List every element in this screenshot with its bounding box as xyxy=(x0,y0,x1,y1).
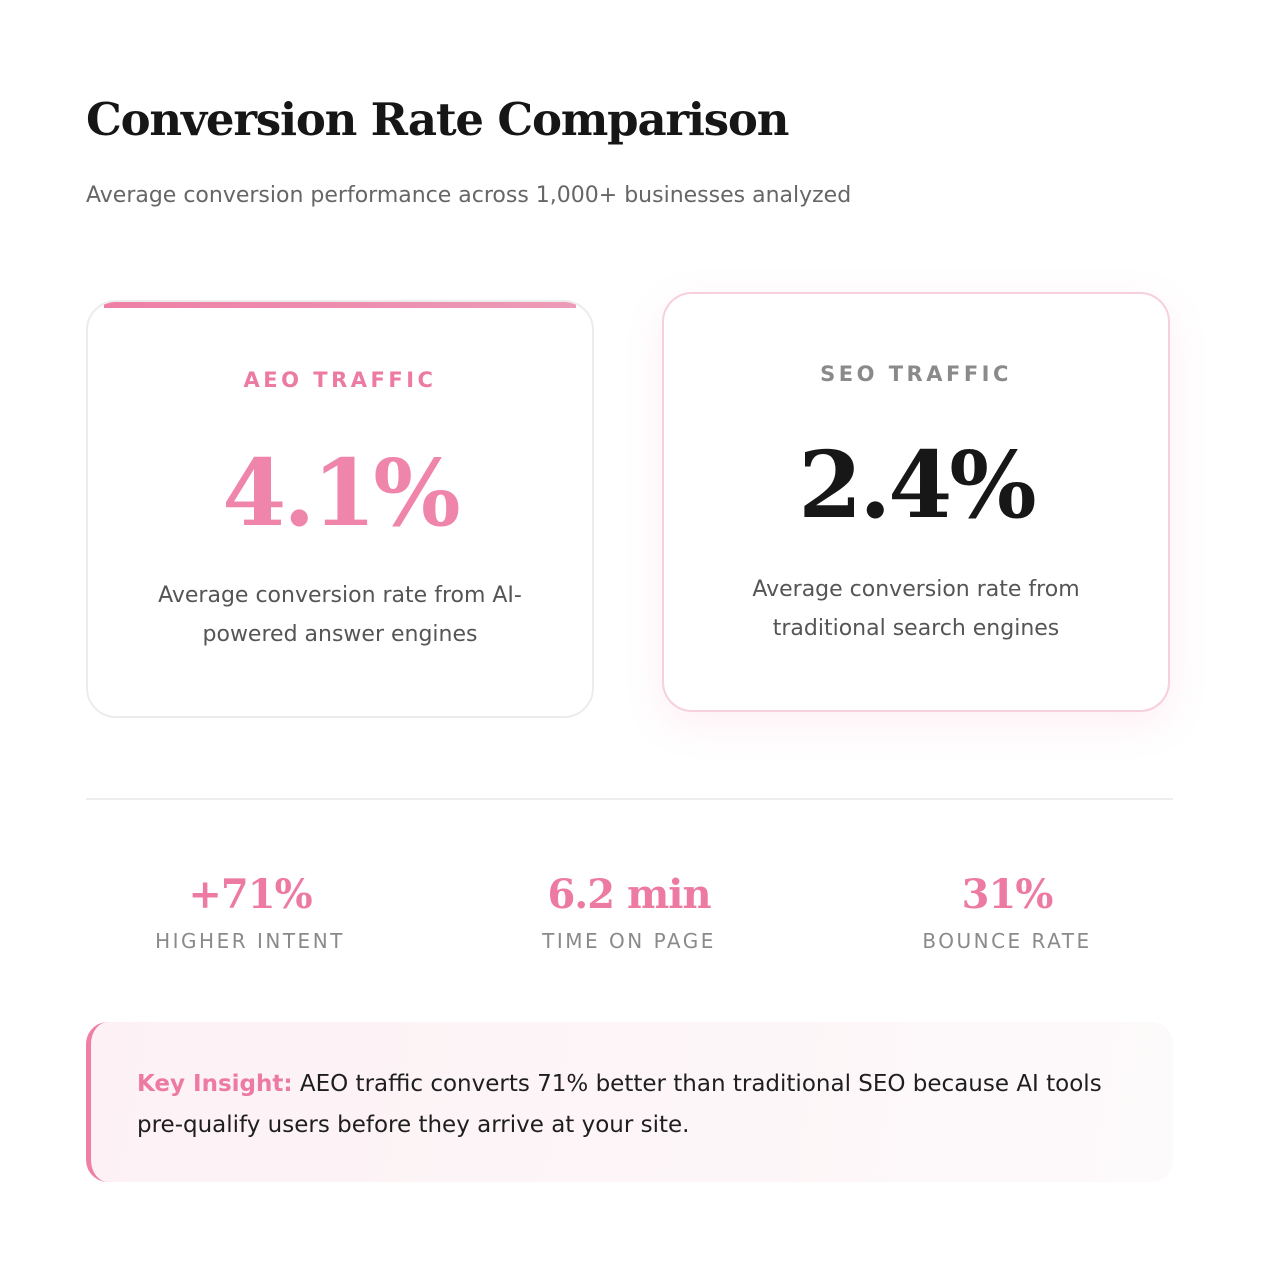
insight-text: AEO traffic converts 71% better than tra… xyxy=(137,1071,1102,1138)
stat-label: BOUNCE RATE xyxy=(922,929,1092,953)
stat-higher-intent: +71% HIGHER INTENT xyxy=(80,870,420,954)
aeo-traffic-card: AEO TRAFFIC 4.1% Average conversion rate… xyxy=(86,300,594,718)
stat-time-on-page: 6.2 min TIME ON PAGE xyxy=(459,870,799,954)
stat-value: +71% xyxy=(188,871,312,918)
stat-label: HIGHER INTENT xyxy=(155,929,345,953)
seo-card-value: 2.4% xyxy=(798,431,1036,539)
page-title: Conversion Rate Comparison xyxy=(86,93,789,146)
stat-value: 6.2 min xyxy=(547,871,711,918)
insight-key-label: Key Insight: xyxy=(137,1071,293,1097)
aeo-card-description: Average conversion rate from AI-powered … xyxy=(158,583,522,647)
stat-bounce-rate: 31% BOUNCE RATE xyxy=(837,870,1177,954)
stat-value: 31% xyxy=(961,871,1054,918)
stat-label: TIME ON PAGE xyxy=(542,929,716,953)
seo-card-label: SEO TRAFFIC xyxy=(820,362,1012,386)
page-subtitle: Average conversion performance across 1,… xyxy=(86,183,852,208)
aeo-card-label: AEO TRAFFIC xyxy=(243,368,437,392)
aeo-card-accent-bar xyxy=(104,302,576,308)
seo-traffic-card: SEO TRAFFIC 2.4% Average conversion rate… xyxy=(662,292,1170,712)
seo-card-description: Average conversion rate from traditional… xyxy=(752,577,1080,641)
aeo-card-value: 4.1% xyxy=(222,439,460,547)
key-insight-callout: Key Insight: AEO traffic converts 71% be… xyxy=(86,1022,1173,1182)
section-divider xyxy=(86,798,1173,800)
